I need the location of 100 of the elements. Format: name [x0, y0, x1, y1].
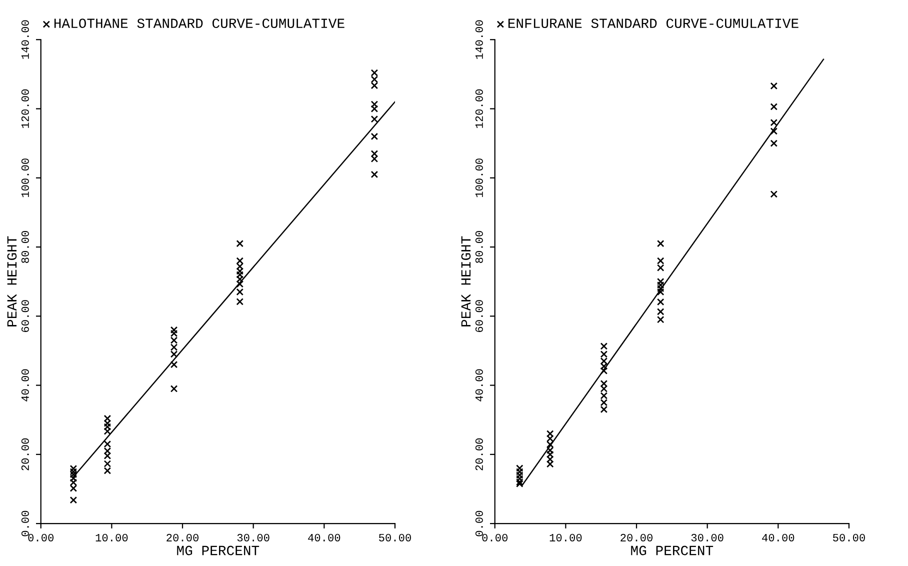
point	[104, 452, 112, 460]
x-tick-label: 50.00	[379, 534, 411, 542]
point	[370, 105, 378, 112]
y-tick-label: 140.00	[475, 20, 483, 59]
point	[770, 118, 778, 126]
point	[70, 478, 78, 486]
point	[236, 280, 244, 288]
point	[170, 360, 178, 368]
point	[600, 392, 608, 400]
x-tick-label: 0.00	[482, 534, 508, 542]
point	[770, 103, 778, 110]
point	[770, 128, 778, 135]
point	[170, 385, 178, 392]
point	[236, 268, 244, 275]
x-tick-label: 40.00	[308, 534, 340, 542]
point	[70, 468, 78, 476]
point	[236, 262, 244, 270]
legend-label: ENFLURANE STANDARD CURVE-CUMULATIVE	[508, 18, 798, 28]
point	[236, 288, 244, 296]
point	[656, 264, 664, 272]
point	[104, 414, 112, 422]
y-tick-label: 80.00	[21, 231, 29, 263]
x-tick-label: 30.00	[691, 534, 724, 542]
y-axis-title: PEAK HEIGHT	[7, 236, 17, 326]
point	[516, 464, 524, 472]
point	[104, 428, 112, 435]
x-tick-label: 20.00	[620, 534, 652, 542]
point	[370, 69, 378, 76]
point	[656, 308, 664, 316]
point	[656, 284, 664, 292]
y-tick-label: 40.00	[21, 369, 29, 402]
point	[546, 440, 554, 448]
point	[600, 406, 608, 414]
point	[236, 271, 244, 278]
point	[656, 281, 664, 289]
point	[600, 357, 608, 365]
point	[546, 430, 554, 438]
point	[370, 155, 378, 163]
point	[70, 484, 78, 492]
point	[70, 464, 78, 472]
point	[170, 330, 178, 338]
point	[370, 132, 378, 140]
point	[104, 467, 112, 474]
point	[516, 468, 524, 476]
point	[600, 367, 608, 374]
point	[236, 257, 244, 264]
point	[236, 276, 244, 283]
point	[546, 446, 554, 454]
point	[770, 140, 778, 147]
y-tick-label: 60.00	[21, 300, 29, 332]
point	[370, 82, 378, 90]
point	[104, 460, 112, 468]
point	[236, 240, 244, 248]
x-tick-label: 0.00	[28, 534, 54, 542]
point	[656, 316, 664, 324]
y-tick-label: 20.00	[475, 438, 483, 470]
y-tick-label: 20.00	[21, 438, 29, 470]
point	[600, 362, 608, 370]
x-tick-label: 10.00	[96, 534, 128, 542]
point	[546, 434, 554, 442]
y-tick-label: 60.00	[475, 300, 483, 332]
x-tick-label: 40.00	[762, 534, 794, 542]
y-tick-label: 120.00	[475, 89, 483, 128]
point	[656, 278, 664, 286]
x-tick-label: 20.00	[166, 534, 198, 542]
point	[600, 398, 608, 406]
y-tick-label: 120.00	[21, 89, 29, 128]
point	[600, 385, 608, 392]
y-tick-label: 100.00	[475, 158, 483, 198]
point	[370, 170, 378, 178]
point	[370, 150, 378, 158]
point	[104, 440, 112, 448]
point	[370, 100, 378, 108]
point	[600, 350, 608, 358]
x-axis-title: MG PERCENT	[177, 546, 260, 556]
point	[546, 460, 554, 468]
point	[516, 472, 524, 479]
point	[170, 350, 178, 358]
point	[656, 288, 664, 296]
point	[370, 115, 378, 123]
point	[236, 298, 244, 306]
point	[770, 190, 778, 198]
point	[170, 344, 178, 351]
point	[546, 456, 554, 463]
point	[546, 450, 554, 458]
legend-label: HALOTHANE STANDARD CURVE-CUMULATIVE	[54, 18, 344, 28]
point	[170, 336, 178, 344]
point	[104, 420, 112, 427]
point	[656, 240, 664, 248]
point	[70, 474, 78, 482]
x-tick-label: 10.00	[550, 534, 582, 542]
point	[104, 423, 112, 430]
x-tick-label: 50.00	[833, 534, 865, 542]
point	[170, 326, 178, 334]
x-axis-title: MG PERCENT	[631, 546, 714, 556]
x-tick-label: 30.00	[237, 534, 270, 542]
point	[600, 380, 608, 388]
y-tick-label: 40.00	[475, 369, 483, 402]
point	[656, 257, 664, 264]
y-tick-label: 80.00	[475, 231, 483, 263]
